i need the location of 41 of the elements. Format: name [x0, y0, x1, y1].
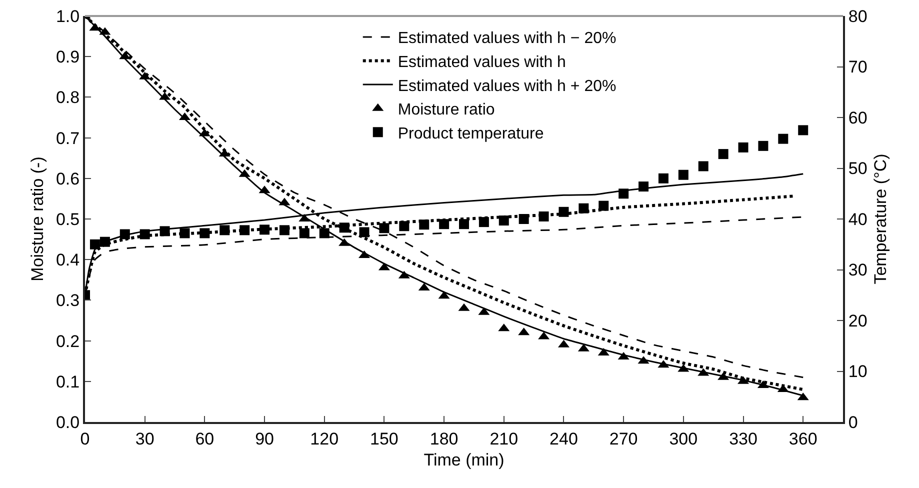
legend-label: Product temperature [398, 125, 544, 142]
x-tick-label: 30 [135, 429, 154, 448]
y-tick-label: 0.6 [56, 169, 80, 188]
y-tick-label: 0.9 [56, 48, 80, 67]
legend-label: Estimated values with h + 20% [398, 78, 616, 95]
x-tick-label: 360 [788, 429, 818, 448]
y-tick-label: 0.3 [56, 291, 80, 310]
x-tick-label: 300 [669, 429, 698, 448]
x-tick-label: 150 [370, 429, 398, 448]
x-tick-label: 210 [490, 429, 518, 448]
y-tick-label: 0.0 [56, 412, 80, 432]
y2-tick-label: 20 [848, 311, 868, 330]
y2-axis-title: Temperature (°C) [871, 154, 890, 284]
y2-tick-label: 0 [848, 412, 858, 432]
x-tick-label: 90 [255, 429, 274, 448]
y2-tick-label: 80 [848, 6, 868, 26]
legend-label: Estimated values with h [398, 54, 566, 71]
y2-tick-label: 30 [848, 260, 868, 280]
x-tick-label: 60 [195, 429, 214, 448]
y-tick-label: 0.2 [56, 332, 80, 351]
y2-tick-label: 40 [848, 210, 868, 229]
x-tick-label: 330 [729, 429, 758, 448]
y2-tick-label: 60 [848, 108, 868, 128]
x-tick-label: 0 [80, 429, 90, 448]
x-tick-label: 120 [310, 429, 339, 448]
y-tick-label: 0.7 [56, 128, 80, 148]
y-tick-label: 0.5 [56, 210, 80, 229]
legend-label: Estimated values with h − 20% [398, 30, 616, 48]
x-tick-label: 180 [430, 429, 458, 448]
y-tick-label: 1.0 [56, 6, 80, 26]
x-axis-title: Time (min) [424, 450, 504, 470]
y-tick-label: 0.1 [56, 372, 80, 392]
x-tick-label: 240 [550, 429, 578, 448]
legend-label: Moisture ratio [398, 102, 495, 119]
y-axis-title: Moisture ratio (-) [28, 156, 48, 282]
y2-tick-label: 70 [848, 58, 868, 77]
y-tick-label: 0.8 [56, 88, 80, 108]
x-tick-label: 270 [609, 429, 638, 448]
y2-tick-label: 50 [848, 159, 868, 178]
y-tick-label: 0.4 [56, 250, 80, 270]
y2-tick-label: 10 [848, 362, 868, 382]
